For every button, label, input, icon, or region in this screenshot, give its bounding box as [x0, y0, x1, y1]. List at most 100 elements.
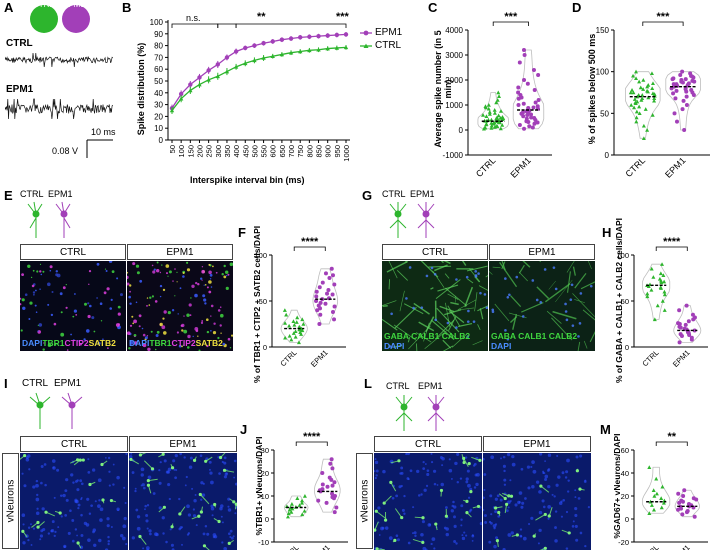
cell-dot — [197, 335, 199, 337]
dapi-dot — [509, 479, 512, 482]
cell-dot — [219, 306, 222, 308]
cell-dot — [32, 269, 35, 272]
e-micrograph-epm1 — [127, 261, 233, 351]
nucleus — [474, 270, 478, 273]
data-point — [330, 491, 335, 496]
data-point — [633, 100, 638, 105]
data-point — [652, 494, 657, 498]
cell-dot — [163, 310, 167, 314]
dapi-dot — [374, 458, 377, 461]
g-cartoon-epm1: EPM1 — [410, 189, 435, 199]
b-point — [288, 36, 294, 41]
fiber — [382, 300, 397, 306]
ytick-label: 2000 — [445, 76, 463, 85]
data-point — [332, 317, 337, 322]
cell-dot — [144, 336, 148, 340]
b-ytick-label: 100 — [150, 18, 164, 27]
fiber — [472, 340, 483, 346]
cell-dot — [65, 306, 68, 309]
fiber — [442, 339, 452, 349]
dapi-dot — [416, 469, 420, 474]
dapi-dot — [71, 519, 75, 522]
b-xtick-label: 400 — [232, 145, 241, 158]
data-point — [486, 106, 491, 111]
neuron-soma — [202, 544, 207, 548]
cell-dot — [206, 330, 210, 334]
dapi-dot — [43, 463, 47, 466]
b-point — [233, 64, 239, 69]
trace-line — [5, 98, 113, 120]
neuron-soma — [497, 510, 501, 515]
neuron-soma — [444, 514, 448, 518]
data-point — [679, 498, 684, 503]
data-point — [658, 285, 663, 289]
dapi-dot — [140, 473, 144, 477]
dapi-dot — [565, 510, 569, 514]
cell-dot — [201, 269, 205, 274]
nucleus — [569, 298, 573, 302]
cell-dot — [47, 343, 52, 347]
cell-dot — [39, 263, 42, 265]
dapi-dot — [86, 497, 90, 501]
b-ytick-label: 30 — [154, 101, 163, 110]
cell-dot — [210, 330, 212, 332]
cell-dot — [109, 307, 112, 310]
cell-dot — [133, 334, 137, 337]
cell-dot — [129, 340, 134, 345]
l-side-label: vNeurons — [356, 453, 373, 549]
gad67-chart: -20 0 20 40 60 CTRL EPM1 ** — [618, 431, 708, 550]
fiber — [399, 290, 405, 312]
dapi-dot — [398, 485, 402, 489]
category-label: EPM1 — [309, 348, 330, 369]
cell-dot — [59, 292, 63, 296]
fiber — [566, 261, 575, 273]
nucleus — [390, 312, 393, 316]
dapi-dot — [158, 481, 162, 485]
dapi-dot — [539, 453, 543, 456]
dapi-dot — [475, 482, 479, 487]
neuron-soma — [505, 502, 509, 506]
cell-dot — [129, 324, 133, 327]
dapi-dot — [234, 482, 237, 486]
neuron-soma — [146, 483, 151, 487]
cell-dot — [155, 334, 159, 337]
data-point — [634, 76, 639, 81]
neuron-soma — [382, 501, 386, 505]
cell-dot — [21, 273, 24, 276]
cell-dot — [66, 349, 69, 351]
dapi-dot — [488, 540, 492, 544]
data-point — [634, 115, 639, 120]
dapi-dot — [565, 547, 569, 550]
dapi-dot — [87, 458, 90, 461]
dapi-dot — [575, 455, 579, 459]
dapi-dot — [574, 507, 578, 511]
neuron-process — [143, 460, 153, 470]
data-point — [684, 103, 689, 107]
data-point — [694, 497, 699, 502]
data-point — [634, 69, 639, 74]
data-point — [660, 262, 665, 266]
neuron-cartoon-l — [395, 395, 445, 431]
dapi-dot — [229, 536, 232, 539]
data-point — [532, 121, 537, 126]
fiber — [418, 321, 435, 332]
cell-dot — [138, 325, 141, 328]
cell-dot — [47, 282, 51, 287]
dapi-dot — [403, 512, 406, 515]
b-xtick-label: 350 — [223, 145, 232, 158]
cell-dot — [217, 336, 220, 340]
ytick-label: 0 — [625, 343, 629, 352]
cell-dot — [142, 333, 146, 337]
dapi-dot — [388, 536, 393, 540]
dapi-dot — [192, 514, 197, 518]
cell-dot — [204, 284, 207, 286]
fiber — [577, 341, 581, 351]
dapi-dot — [519, 534, 523, 538]
data-point — [678, 332, 683, 337]
data-point — [532, 116, 537, 120]
data-point — [692, 514, 697, 519]
cell-dot — [190, 297, 192, 299]
data-point — [686, 319, 691, 324]
g-header-ctrl: CTRL — [382, 244, 488, 260]
b-xtick-label: 800 — [305, 145, 314, 158]
